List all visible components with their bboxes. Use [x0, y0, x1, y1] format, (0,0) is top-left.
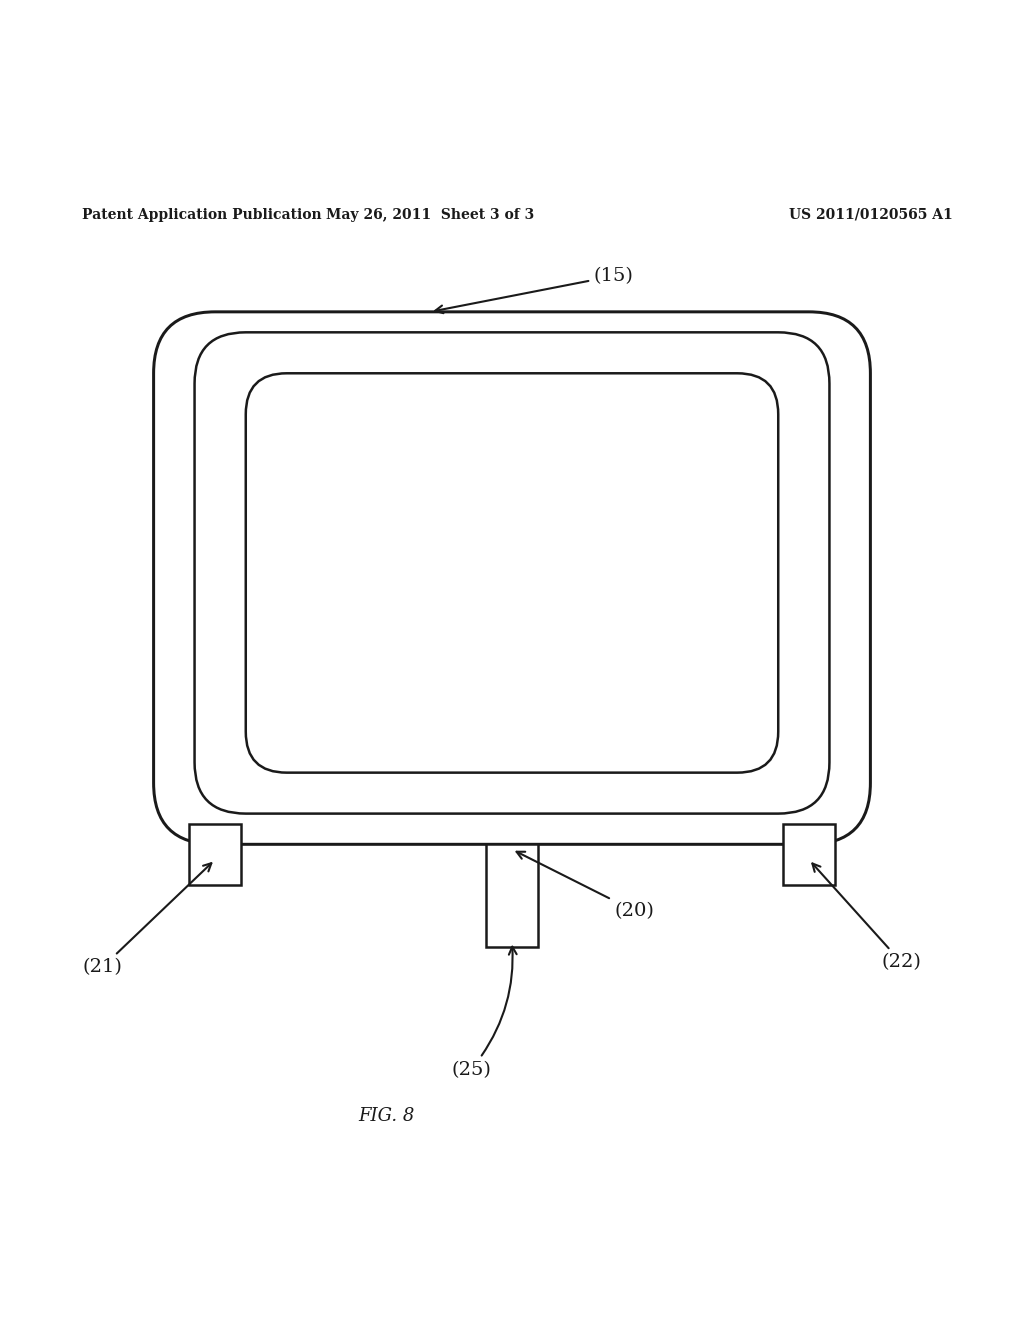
Text: (15): (15): [435, 267, 634, 313]
Bar: [486, 845, 538, 946]
Text: May 26, 2011  Sheet 3 of 3: May 26, 2011 Sheet 3 of 3: [326, 207, 535, 222]
Text: (21): (21): [83, 863, 211, 977]
FancyBboxPatch shape: [195, 333, 829, 813]
Text: Patent Application Publication: Patent Application Publication: [82, 207, 322, 222]
Text: FIG. 8: FIG. 8: [358, 1106, 415, 1125]
Bar: [189, 824, 241, 886]
FancyBboxPatch shape: [154, 312, 870, 845]
Text: US 2011/0120565 A1: US 2011/0120565 A1: [788, 207, 952, 222]
Text: (20): (20): [516, 851, 654, 920]
Bar: [783, 824, 835, 886]
Text: (25): (25): [452, 946, 517, 1078]
Text: (22): (22): [812, 863, 921, 972]
FancyBboxPatch shape: [246, 374, 778, 772]
